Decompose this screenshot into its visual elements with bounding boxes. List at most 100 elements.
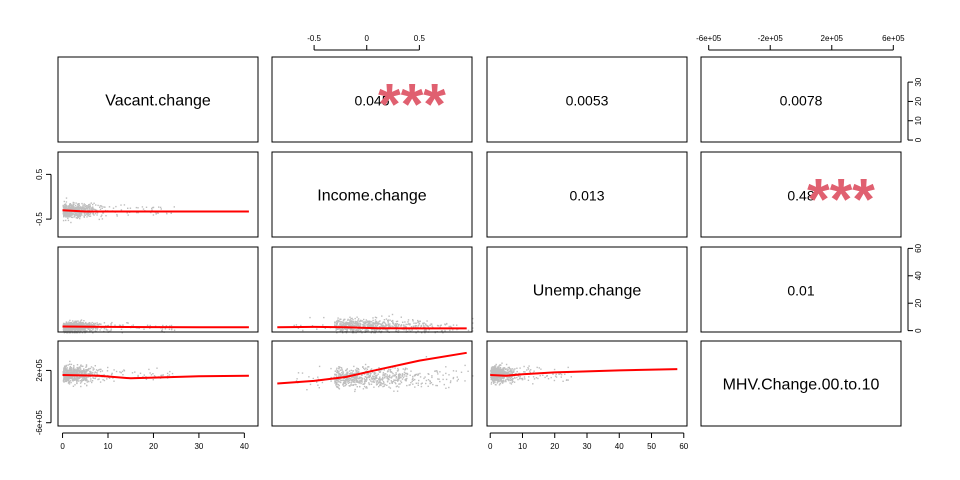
data-point (65, 203, 67, 205)
data-point (93, 322, 95, 325)
data-point (64, 378, 66, 381)
data-point (353, 365, 355, 368)
panel-frame (700, 151, 902, 238)
data-point (343, 325, 346, 327)
data-point (73, 378, 75, 381)
tick-label: 30 (583, 442, 592, 451)
variable-label: Vacant.change (105, 93, 211, 110)
data-point (336, 385, 338, 388)
data-point (342, 323, 344, 326)
data-point (337, 386, 339, 388)
data-point (309, 316, 311, 319)
data-point (88, 204, 90, 206)
data-point (77, 378, 80, 380)
data-point (379, 370, 382, 372)
data-point (308, 376, 310, 378)
data-point (379, 379, 381, 381)
data-point (64, 204, 67, 206)
data-point (516, 367, 518, 369)
data-point (83, 370, 85, 372)
data-point (336, 386, 338, 388)
data-point (403, 326, 405, 328)
data-point (492, 369, 495, 371)
tick-label: 60 (679, 442, 688, 451)
data-point (79, 214, 82, 217)
data-point (334, 325, 336, 327)
data-point (113, 380, 115, 382)
data-point (379, 382, 382, 384)
data-point (449, 325, 452, 328)
data-point (358, 369, 360, 371)
data-point (73, 322, 75, 324)
data-point (81, 378, 84, 380)
data-point (72, 205, 74, 207)
data-point (79, 213, 82, 215)
data-point (505, 368, 507, 370)
data-point (368, 375, 370, 377)
data-point (511, 373, 513, 375)
data-point (511, 368, 514, 370)
data-point (502, 372, 505, 375)
data-point (85, 369, 87, 371)
data-point (343, 322, 346, 325)
data-point (66, 378, 69, 380)
fit-line (62, 209, 249, 213)
data-point (94, 330, 96, 332)
data-point (160, 208, 162, 210)
data-point (339, 330, 341, 332)
data-point (70, 375, 73, 378)
data-point (503, 377, 506, 379)
data-point (141, 206, 144, 208)
data-point (387, 326, 390, 328)
data-point (511, 371, 514, 374)
data-point (368, 383, 370, 386)
data-point (436, 370, 438, 372)
data-point (381, 323, 384, 325)
data-point (89, 367, 92, 370)
data-point (371, 329, 373, 331)
data-point (497, 372, 500, 374)
data-point (347, 382, 350, 384)
data-point (151, 209, 153, 211)
data-point (405, 378, 407, 380)
data-point (366, 373, 369, 375)
data-point (341, 329, 343, 332)
data-point (406, 373, 409, 375)
data-point (358, 320, 361, 322)
data-point (369, 326, 371, 328)
data-point (84, 383, 86, 385)
data-point (364, 321, 366, 324)
data-point (347, 327, 350, 330)
data-point (382, 385, 384, 388)
data-point (354, 322, 357, 324)
data-point (417, 320, 420, 323)
data-point (396, 320, 399, 322)
data-point (376, 326, 378, 328)
data-point (110, 324, 112, 326)
data-point (422, 322, 424, 324)
data-point (100, 215, 102, 218)
data-point (340, 375, 342, 377)
data-point (404, 375, 406, 377)
data-point (404, 325, 407, 327)
data-point (375, 377, 377, 379)
data-point (343, 381, 345, 384)
data-point (93, 368, 95, 370)
data-point (429, 324, 431, 326)
data-point (72, 320, 74, 322)
data-point (559, 373, 562, 375)
data-point (437, 373, 439, 375)
data-point (558, 373, 560, 375)
data-point (69, 372, 71, 374)
data-point (87, 324, 89, 326)
data-point (153, 375, 156, 377)
data-point (145, 376, 147, 378)
data-point (96, 373, 98, 376)
data-point (89, 324, 91, 326)
data-point (501, 377, 504, 379)
data-point (429, 380, 431, 382)
data-point (493, 381, 495, 383)
data-point (359, 330, 361, 332)
data-point (75, 378, 77, 380)
data-point (112, 207, 115, 209)
